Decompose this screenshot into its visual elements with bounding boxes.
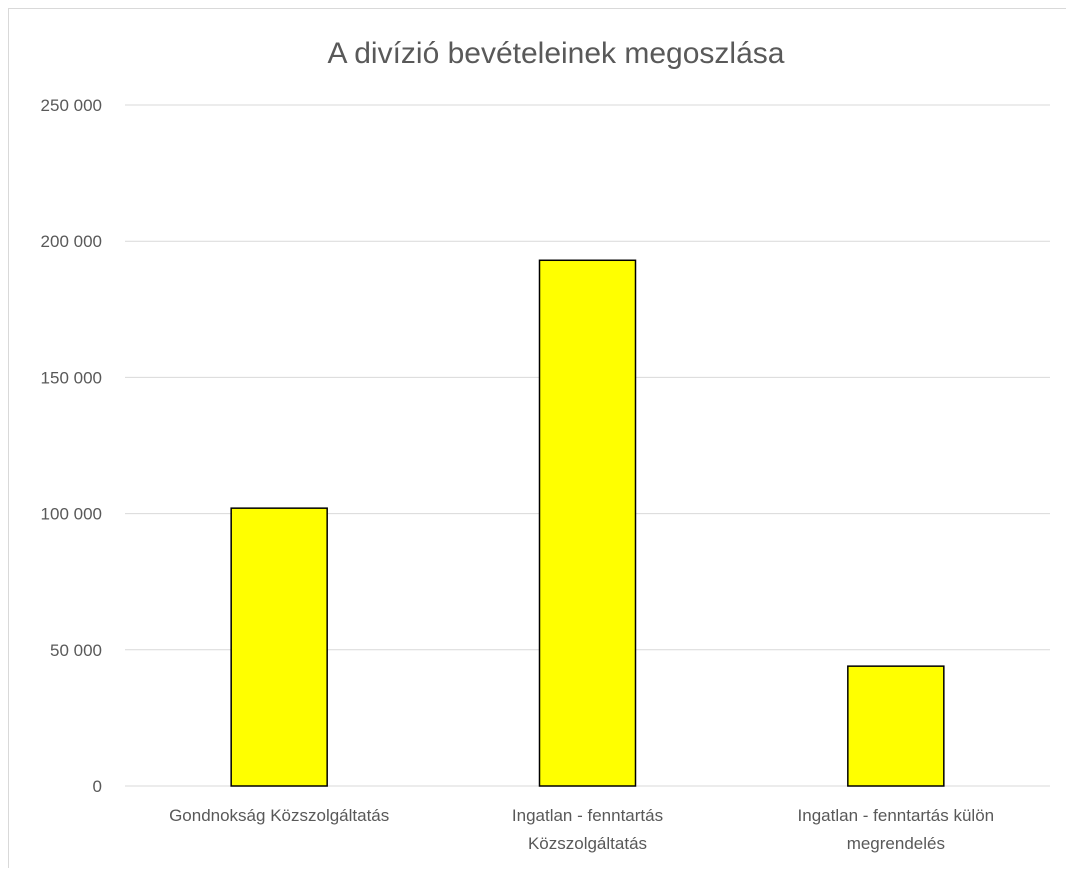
y-tick-label: 0 bbox=[93, 777, 102, 796]
y-tick-label: 250 000 bbox=[41, 96, 102, 115]
x-tick-label: Ingatlan - fenntartás bbox=[512, 806, 663, 825]
y-tick-label: 50 000 bbox=[50, 641, 102, 660]
y-tick-label: 100 000 bbox=[41, 505, 102, 524]
x-axis-labels: Gondnokság Közszolgáltatás Ingatlan - fen… bbox=[169, 806, 994, 853]
bar bbox=[847, 665, 945, 787]
bar bbox=[538, 259, 637, 787]
bars bbox=[230, 259, 945, 787]
chart-title: A divízió bevételeinek megoszlása bbox=[328, 37, 785, 70]
bar bbox=[230, 507, 328, 787]
x-tick-label: Ingatlan - fenntartás külön bbox=[798, 806, 995, 825]
y-tick-label: 150 000 bbox=[41, 368, 102, 387]
chart-frame bbox=[8, 8, 1066, 868]
y-tick-label: 200 000 bbox=[41, 232, 102, 251]
x-tick-label: Gondnokság Közszolgáltatás bbox=[169, 806, 389, 825]
x-tick-label: megrendelés bbox=[847, 834, 945, 853]
y-axis-labels: 0 50 000 100 000 150 000 200 000 250 000 bbox=[41, 96, 102, 796]
x-tick-label: Közszolgáltatás bbox=[528, 834, 647, 853]
